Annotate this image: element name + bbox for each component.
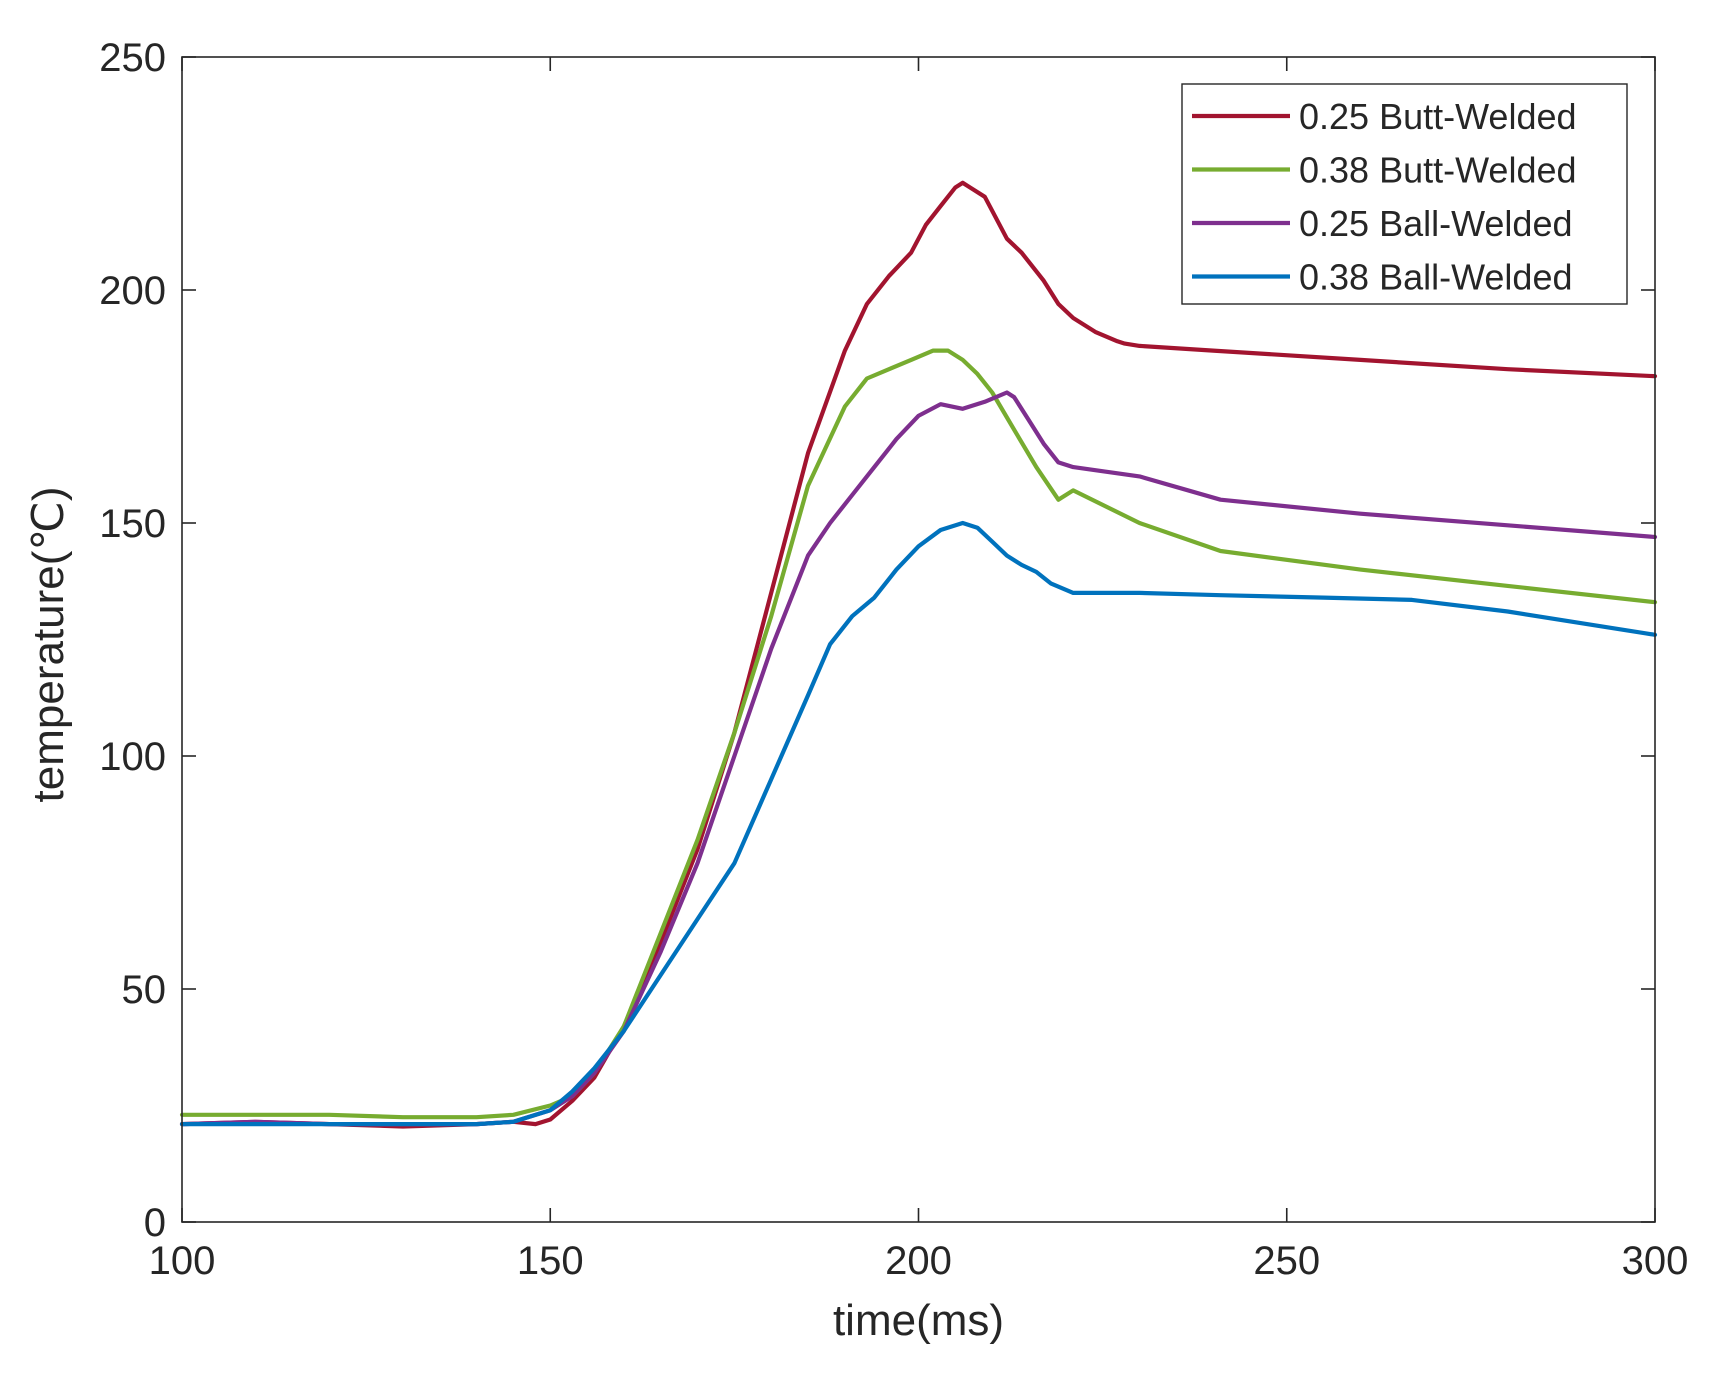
y-axis-label: temperature(℃): [24, 487, 73, 803]
series-line-1: [179, 180, 1658, 1129]
x-tick-label: 300: [1622, 1239, 1689, 1283]
y-tick-label: 0: [144, 1201, 166, 1245]
y-tick-labels: 0 50 100 150 200 250: [99, 36, 166, 1245]
series-line-2: [179, 348, 1658, 1120]
y-tick-label: 50: [122, 968, 167, 1012]
legend-label-3: 0.25 Ball-Welded: [1299, 203, 1573, 244]
legend-label-1: 0.25 Butt-Welded: [1299, 96, 1577, 137]
x-tick-label: 200: [885, 1239, 952, 1283]
x-axis-label: time(ms): [833, 1296, 1004, 1345]
x-tick-label: 150: [517, 1239, 584, 1283]
x-tick-labels: 100 150 200 250 300: [149, 1239, 1689, 1283]
plot-area-border: [181, 56, 1656, 1223]
legend-box: [1181, 83, 1628, 305]
legend-label-4: 0.38 Ball-Welded: [1299, 257, 1573, 298]
legend: 0.25 Butt-Welded 0.38 Butt-Welded 0.25 Bal…: [1181, 83, 1628, 305]
series-line-4: [179, 520, 1658, 1127]
y-tick-label: 250: [99, 36, 166, 80]
x-tick-label: 250: [1253, 1239, 1320, 1283]
y-tick-label: 100: [99, 735, 166, 779]
legend-label-2: 0.38 Butt-Welded: [1299, 150, 1577, 191]
y-tick-label: 150: [99, 502, 166, 546]
series-lines: [179, 180, 1658, 1129]
y-tick-label: 200: [99, 269, 166, 313]
x-tick-label: 100: [149, 1239, 216, 1283]
